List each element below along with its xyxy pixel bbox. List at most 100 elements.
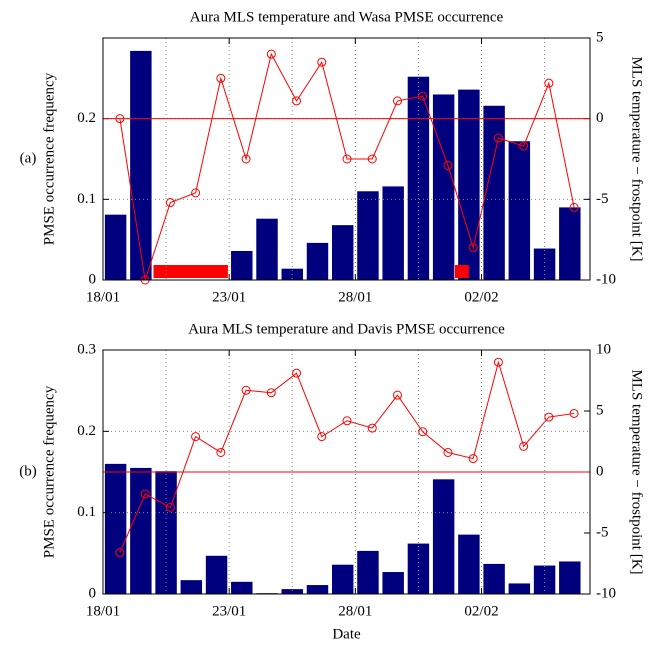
y-tick-label: 0.1 [77, 504, 96, 520]
bar [432, 94, 455, 280]
temperature-marker [317, 432, 327, 442]
chart-title: Aura MLS temperature and Wasa PMSE occur… [190, 9, 504, 25]
bar [508, 141, 531, 280]
temperature-marker [519, 141, 529, 151]
x-tick-label: 02/02 [464, 603, 498, 619]
temperature-marker [544, 78, 554, 88]
temperature-marker [241, 154, 251, 164]
y2-axis-label: MLS temperature − frostpoint [K] [629, 369, 645, 574]
y2-tick-label: -10 [596, 585, 616, 601]
y-axis-label: PMSE occurrence frequency [41, 72, 57, 245]
temperature-marker [191, 432, 201, 442]
y2-axis-label: MLS temperature − frostpoint [K] [629, 56, 645, 261]
x-tick-label: 23/01 [212, 289, 246, 305]
temperature-marker [216, 447, 226, 457]
y-axis-label: PMSE occurrence frequency [41, 385, 57, 558]
bar [382, 186, 404, 280]
bar [559, 561, 581, 594]
temperature-marker [569, 408, 579, 418]
y2-tick-label: -5 [596, 191, 609, 207]
y-tick-label: 0.2 [77, 110, 96, 126]
temperature-marker [165, 198, 175, 208]
y2-tick-label: -5 [596, 524, 609, 540]
bar [508, 583, 531, 594]
temperature-line [119, 52, 575, 280]
y-tick-label: 0.3 [77, 341, 96, 357]
bar [104, 214, 127, 280]
temperature-marker [317, 57, 327, 67]
bar [458, 534, 480, 594]
temperature-marker [519, 441, 529, 451]
bar [483, 105, 505, 280]
temperature-marker [266, 49, 276, 59]
x-tick-label: 28/01 [338, 603, 372, 619]
bar [306, 585, 329, 594]
bar [104, 463, 127, 594]
bar [306, 242, 329, 280]
temperature-marker [191, 188, 201, 198]
temperature-marker [544, 412, 554, 422]
missing-span [153, 265, 228, 278]
temperature-marker [493, 357, 503, 367]
y2-tick-label: -10 [596, 271, 616, 287]
y2-tick-label: 0 [596, 463, 604, 479]
temperature-marker [292, 368, 302, 378]
temperature-marker [493, 133, 503, 143]
bar [205, 555, 228, 594]
temperature-marker [367, 154, 377, 164]
x-tick-label: 28/01 [338, 289, 372, 305]
bar [231, 581, 253, 594]
y-tick-label: 0.2 [77, 423, 96, 439]
panel-label: (b) [19, 463, 37, 479]
y-tick-label: 0 [89, 271, 97, 287]
x-tick-label: 02/02 [464, 289, 498, 305]
plot-area [104, 50, 581, 280]
temperature-marker [241, 385, 251, 395]
bar [331, 564, 354, 594]
bar [155, 471, 177, 594]
temperature-marker [468, 454, 478, 464]
y2-tick-label: 5 [596, 402, 604, 418]
axes-frame [102, 349, 591, 595]
y2-tick-label: 0 [596, 110, 604, 126]
temperature-marker [468, 243, 478, 253]
bar [357, 550, 379, 594]
bar [231, 250, 253, 280]
temperature-marker [342, 154, 352, 164]
temperature-marker [392, 390, 402, 400]
temperature-marker [367, 423, 377, 433]
temperature-marker [140, 489, 150, 499]
bar [382, 572, 404, 594]
temperature-marker [569, 202, 579, 212]
bar [483, 563, 505, 594]
bar [130, 50, 152, 280]
y2-tick-label: 5 [596, 29, 604, 45]
y-tick-label: 0 [89, 585, 97, 601]
bar [256, 218, 278, 280]
y2-tick-label: 10 [596, 341, 611, 357]
bar [180, 580, 203, 594]
temperature-marker [443, 160, 453, 170]
missing-span [455, 265, 469, 278]
temperature-marker [115, 114, 125, 124]
bar [432, 479, 455, 594]
temperature-marker [115, 548, 125, 558]
temperature-marker [292, 96, 302, 106]
temperature-marker [165, 502, 175, 512]
bar [357, 191, 379, 280]
bar [130, 467, 152, 594]
y-tick-label: 0.1 [77, 191, 96, 207]
bar [533, 248, 556, 280]
temperature-marker [443, 447, 453, 457]
temperature-marker [342, 416, 352, 426]
x-tick-label: 18/01 [86, 289, 120, 305]
plot-area [104, 360, 581, 594]
temperature-marker [418, 91, 428, 101]
chart-title: Aura MLS temperature and Davis PMSE occu… [188, 321, 505, 337]
temperature-marker [392, 96, 402, 106]
bar [559, 207, 581, 280]
bar [407, 543, 430, 594]
temperature-line [119, 360, 575, 553]
temperature-marker [418, 427, 428, 437]
